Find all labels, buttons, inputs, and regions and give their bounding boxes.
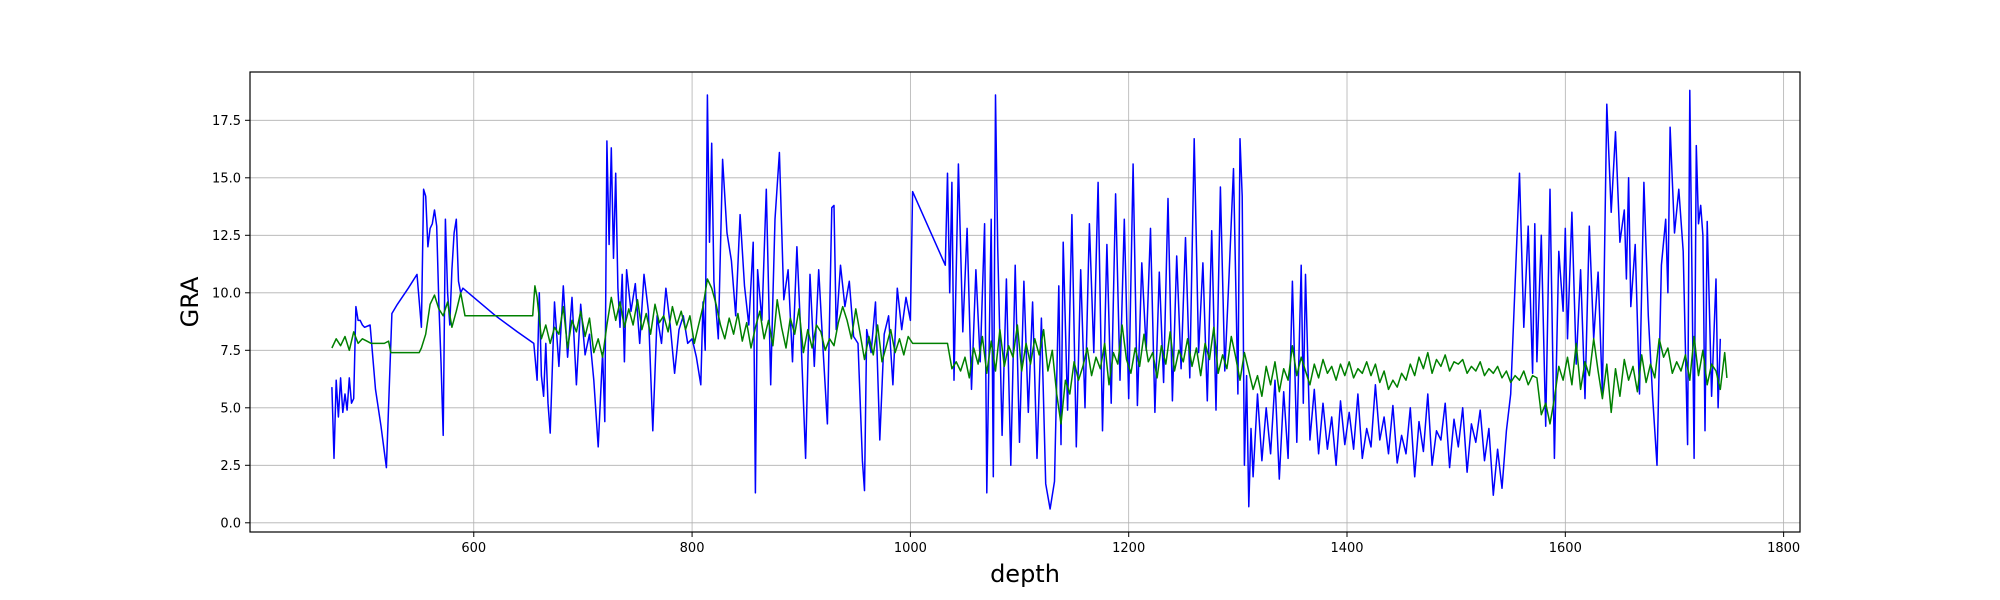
series-group (331, 89, 1728, 510)
y-tick-label: 15.0 (212, 171, 241, 186)
x-tick-label: 1000 (894, 541, 927, 556)
x-tick-label: 1400 (1330, 541, 1363, 556)
x-tick-label: 1800 (1767, 541, 1800, 556)
x-axis-label: depth (990, 560, 1060, 588)
y-tick-label: 7.5 (220, 344, 241, 359)
series-line-raw (331, 89, 1722, 510)
x-tick-label: 800 (680, 541, 705, 556)
y-tick-label: 10.0 (212, 286, 241, 301)
axis-ticks: 600 800 1000 1200 1400 1600 1800 0.0 2.5 5.0 7.5 10… (212, 114, 1800, 556)
y-tick-label: 2.5 (220, 459, 241, 474)
y-axis-label: GRA (176, 276, 204, 327)
x-tick-label: 1600 (1549, 541, 1582, 556)
x-tick-label: 600 (461, 541, 486, 556)
y-tick-label: 12.5 (212, 229, 241, 244)
y-tick-label: 17.5 (212, 114, 241, 129)
y-tick-label: 5.0 (220, 401, 241, 416)
plot-frame (249, 71, 1801, 533)
x-tick-label: 1200 (1112, 541, 1145, 556)
y-tick-label: 0.0 (220, 516, 241, 531)
series-line-smoothed (331, 278, 1728, 425)
